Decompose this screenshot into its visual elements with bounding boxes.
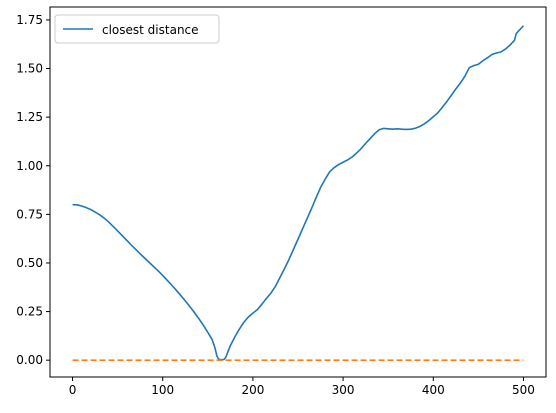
x-tick-label: 0 <box>69 383 77 397</box>
y-tick-label: 0.25 <box>16 305 43 319</box>
y-axis-ticks: 0.00 0.25 0.50 0.75 1.00 1.25 1.50 1.75 <box>16 13 50 367</box>
y-tick-label: 0.00 <box>16 353 43 367</box>
legend: closest distance <box>54 14 220 44</box>
y-tick-label: 1.75 <box>16 13 43 27</box>
x-tick-label: 400 <box>422 383 445 397</box>
x-axis-ticks: 0 100 200 300 400 500 <box>69 377 535 397</box>
x-tick-label: 500 <box>512 383 535 397</box>
y-tick-label: 0.50 <box>16 256 43 270</box>
y-tick-label: 1.25 <box>16 110 43 124</box>
y-tick-label: 1.00 <box>16 159 43 173</box>
axes-frame <box>49 6 547 378</box>
legend-box <box>54 14 220 44</box>
plot-lines <box>72 25 525 361</box>
y-tick-label: 0.75 <box>16 207 43 221</box>
x-tick-label: 200 <box>241 383 264 397</box>
legend-label: closest distance <box>102 23 199 37</box>
y-tick-label: 1.50 <box>16 62 43 76</box>
x-tick-label: 300 <box>332 383 355 397</box>
x-tick-label: 100 <box>151 383 174 397</box>
series-line-1 <box>72 25 525 361</box>
